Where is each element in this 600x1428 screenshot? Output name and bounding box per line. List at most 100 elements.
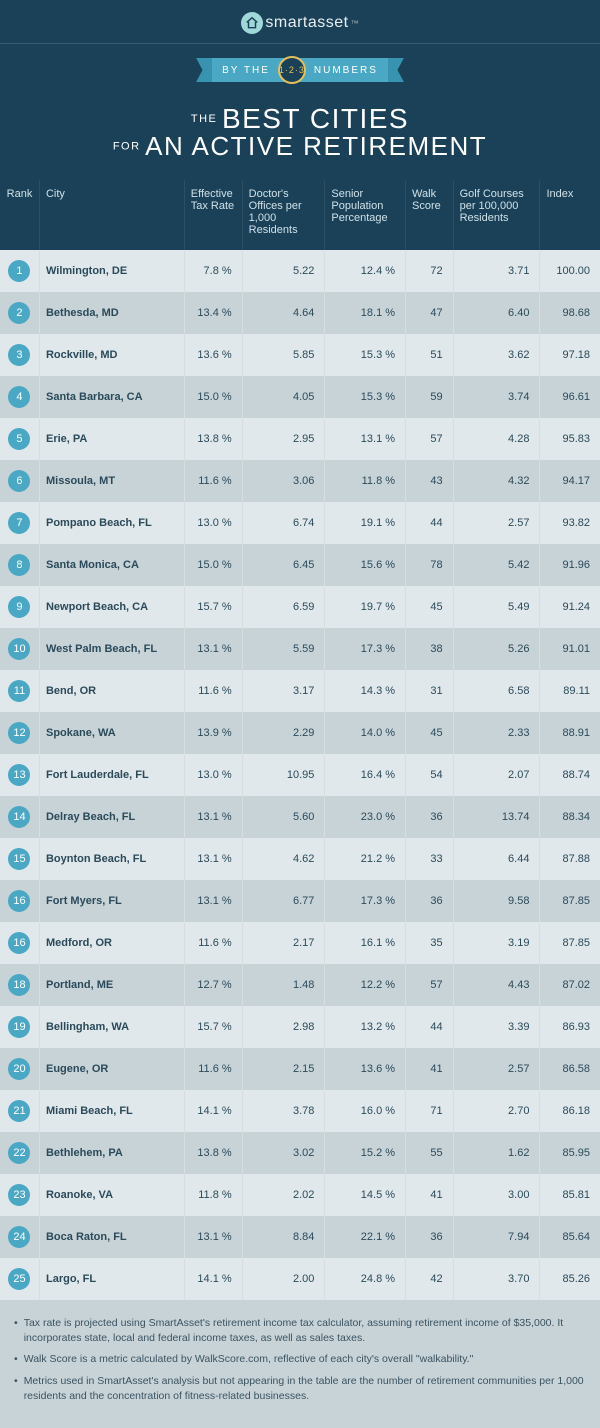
cell-idx: 87.02 (540, 964, 600, 1006)
cell-idx: 85.81 (540, 1174, 600, 1216)
rank-badge: 23 (8, 1184, 30, 1206)
cell-tax: 11.8 % (184, 1174, 242, 1216)
cell-idx: 85.95 (540, 1132, 600, 1174)
cell-idx: 88.74 (540, 754, 600, 796)
rank-badge: 6 (8, 470, 30, 492)
cell-city: Largo, FL (39, 1258, 184, 1300)
table-row: 24Boca Raton, FL13.1 %8.8422.1 %367.9485… (0, 1216, 600, 1258)
cell-city: Rockville, MD (39, 334, 184, 376)
cell-walk: 59 (406, 376, 454, 418)
cell-walk: 78 (406, 544, 454, 586)
cell-doc: 8.84 (242, 1216, 325, 1258)
cell-walk: 45 (406, 586, 454, 628)
cell-walk: 57 (406, 964, 454, 1006)
house-icon (241, 12, 263, 34)
cell-walk: 54 (406, 754, 454, 796)
cell-tax: 15.7 % (184, 1006, 242, 1048)
cell-walk: 36 (406, 796, 454, 838)
table-row: 19Bellingham, WA15.7 %2.9813.2 %443.3986… (0, 1006, 600, 1048)
footnote-item: Tax rate is projected using SmartAsset's… (14, 1316, 586, 1346)
cell-city: Bellingham, WA (39, 1006, 184, 1048)
headline-small-2: FOR (113, 140, 141, 152)
cell-tax: 11.6 % (184, 460, 242, 502)
cell-walk: 36 (406, 880, 454, 922)
cell-sen: 14.5 % (325, 1174, 406, 1216)
cell-walk: 72 (406, 250, 454, 292)
cell-tax: 13.0 % (184, 502, 242, 544)
table-row: 22Bethlehem, PA13.8 %3.0215.2 %551.6285.… (0, 1132, 600, 1174)
cell-doc: 6.59 (242, 586, 325, 628)
cell-golf: 4.32 (453, 460, 540, 502)
cell-tax: 13.6 % (184, 334, 242, 376)
cell-walk: 42 (406, 1258, 454, 1300)
cell-doc: 3.78 (242, 1090, 325, 1132)
cell-sen: 15.2 % (325, 1132, 406, 1174)
cell-doc: 6.74 (242, 502, 325, 544)
footnote-item: Metrics used in SmartAsset's analysis bu… (14, 1374, 586, 1404)
cell-doc: 2.17 (242, 922, 325, 964)
table-row: 3Rockville, MD13.6 %5.8515.3 %513.6297.1… (0, 334, 600, 376)
table-row: 13Fort Lauderdale, FL13.0 %10.9516.4 %54… (0, 754, 600, 796)
cell-golf: 6.40 (453, 292, 540, 334)
cell-golf: 5.49 (453, 586, 540, 628)
rank-badge: 3 (8, 344, 30, 366)
cell-tax: 13.1 % (184, 1216, 242, 1258)
rank-badge: 19 (8, 1016, 30, 1038)
cell-doc: 5.22 (242, 250, 325, 292)
rank-badge: 16 (8, 890, 30, 912)
rank-badge: 4 (8, 386, 30, 408)
rank-badge: 22 (8, 1142, 30, 1164)
cell-city: Delray Beach, FL (39, 796, 184, 838)
table-row: 9Newport Beach, CA15.7 %6.5919.7 %455.49… (0, 586, 600, 628)
cell-doc: 2.95 (242, 418, 325, 460)
cell-idx: 87.85 (540, 922, 600, 964)
cell-golf: 4.43 (453, 964, 540, 1006)
cell-doc: 3.02 (242, 1132, 325, 1174)
cell-doc: 3.17 (242, 670, 325, 712)
cell-tax: 14.1 % (184, 1258, 242, 1300)
cell-idx: 97.18 (540, 334, 600, 376)
cell-tax: 11.6 % (184, 670, 242, 712)
cell-golf: 3.19 (453, 922, 540, 964)
cell-sen: 15.3 % (325, 334, 406, 376)
rank-badge: 14 (8, 806, 30, 828)
cell-sen: 16.0 % (325, 1090, 406, 1132)
headline-big-1: BEST CITIES (222, 103, 409, 134)
cell-sen: 17.3 % (325, 880, 406, 922)
cell-tax: 13.4 % (184, 292, 242, 334)
cell-city: Santa Barbara, CA (39, 376, 184, 418)
cell-tax: 11.6 % (184, 1048, 242, 1090)
cell-golf: 2.57 (453, 502, 540, 544)
table-row: 4Santa Barbara, CA15.0 %4.0515.3 %593.74… (0, 376, 600, 418)
cell-doc: 1.48 (242, 964, 325, 1006)
cell-city: Portland, ME (39, 964, 184, 1006)
cell-doc: 2.15 (242, 1048, 325, 1090)
cell-tax: 12.7 % (184, 964, 242, 1006)
cell-sen: 15.6 % (325, 544, 406, 586)
cell-sen: 21.2 % (325, 838, 406, 880)
col-city: City (39, 180, 184, 250)
cell-walk: 44 (406, 1006, 454, 1048)
rank-badge: 2 (8, 302, 30, 324)
cell-tax: 13.9 % (184, 712, 242, 754)
cell-sen: 17.3 % (325, 628, 406, 670)
cell-city: Fort Myers, FL (39, 880, 184, 922)
table-row: 25Largo, FL14.1 %2.0024.8 %423.7085.26 (0, 1258, 600, 1300)
cell-idx: 100.00 (540, 250, 600, 292)
brand-header: smartasset ™ (0, 0, 600, 43)
cell-city: West Palm Beach, FL (39, 628, 184, 670)
cell-tax: 15.7 % (184, 586, 242, 628)
cell-city: Newport Beach, CA (39, 586, 184, 628)
brand-logo: smartasset ™ (241, 12, 358, 34)
ribbon-tail-right (388, 58, 404, 82)
table-row: 15Boynton Beach, FL13.1 %4.6221.2 %336.4… (0, 838, 600, 880)
col-golf: Golf Courses per 100,000 Residents (453, 180, 540, 250)
cell-city: Erie, PA (39, 418, 184, 460)
rank-badge: 25 (8, 1268, 30, 1290)
ribbon-tail-left (196, 58, 212, 82)
cell-walk: 33 (406, 838, 454, 880)
rank-badge: 10 (8, 638, 30, 660)
cell-idx: 88.91 (540, 712, 600, 754)
cell-golf: 4.28 (453, 418, 540, 460)
rank-badge: 1 (8, 260, 30, 282)
